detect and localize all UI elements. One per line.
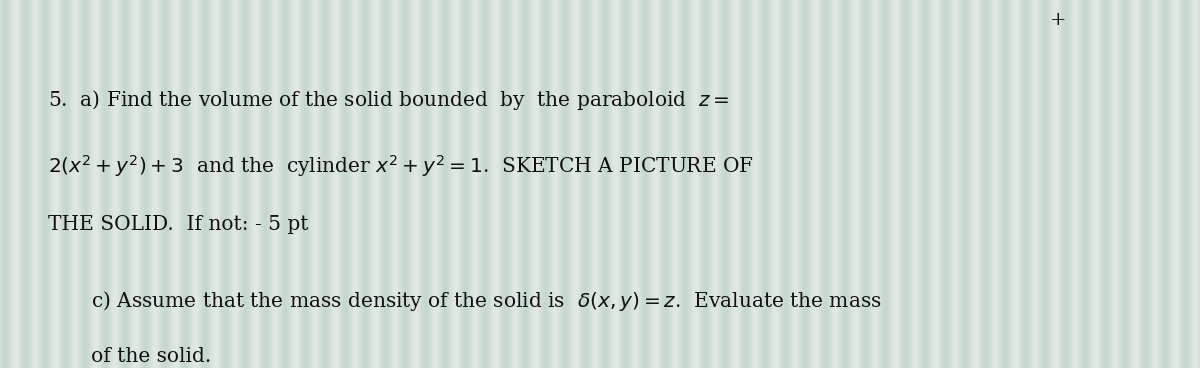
Text: of the solid.: of the solid. xyxy=(72,347,211,366)
Text: +: + xyxy=(1050,11,1067,29)
Text: THE SOLID.  If not: - 5 pt: THE SOLID. If not: - 5 pt xyxy=(48,215,308,234)
Text: c) Assume that the mass density of the solid is  $\delta(x, y) = z$.  Evaluate t: c) Assume that the mass density of the s… xyxy=(72,289,882,313)
Text: $2(x^2 + y^2) + 3$  and the  cylinder $x^2 + y^2 = 1$.  SKETCH A PICTURE OF: $2(x^2 + y^2) + 3$ and the cylinder $x^2… xyxy=(48,153,754,178)
Text: 5.  a) Find the volume of the solid bounded  by  the paraboloid  $z=$: 5. a) Find the volume of the solid bound… xyxy=(48,88,730,112)
